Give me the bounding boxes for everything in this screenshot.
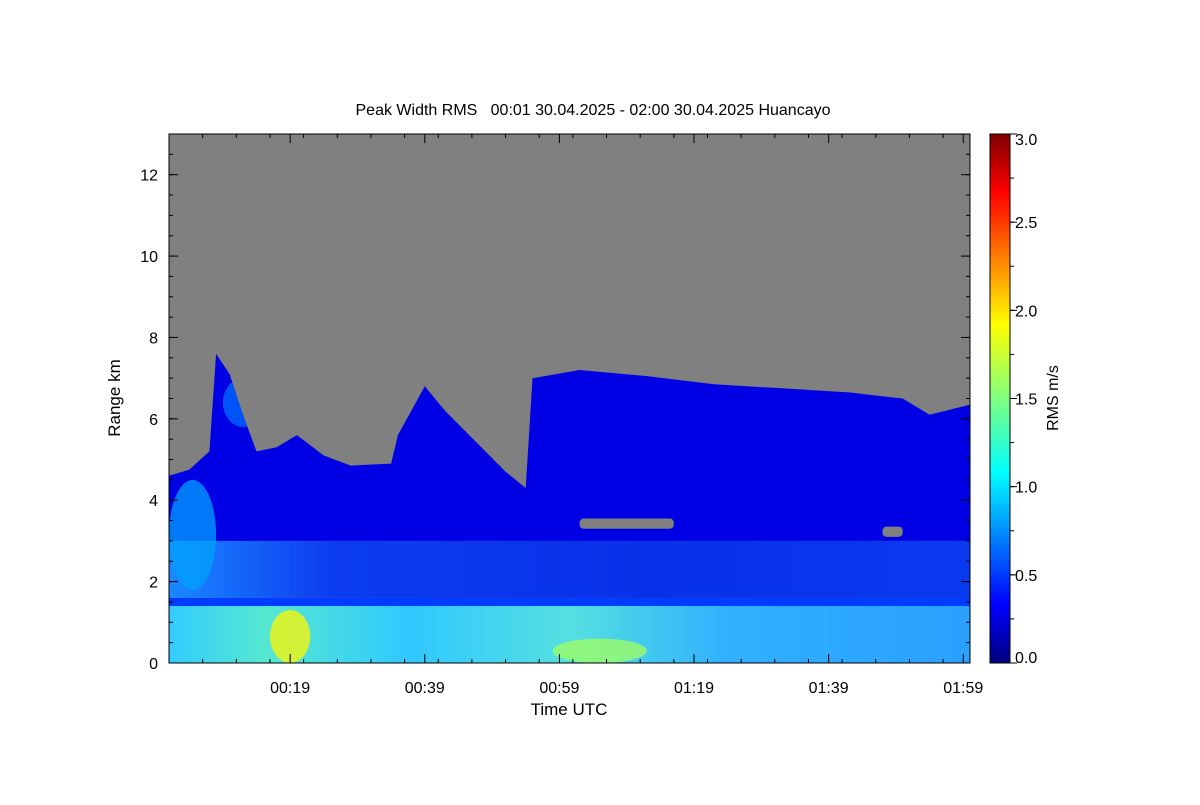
y-tick-label: 4: [149, 493, 158, 510]
y-tick-label: 6: [149, 412, 158, 429]
colorbar-tick-label: 1.5: [1015, 392, 1037, 409]
rms-layer: [169, 597, 970, 607]
x-tick-label: 00:39: [405, 680, 445, 697]
rms-hotspot: [169, 479, 217, 590]
x-tick-label: 01:39: [809, 680, 849, 697]
y-tick-label: 12: [140, 168, 158, 185]
plot-area: [169, 134, 970, 663]
colorbar-tick-label: 0.0: [1015, 650, 1037, 667]
rms-hotspot: [552, 638, 647, 663]
y-tick-label: 10: [140, 249, 158, 266]
chart-title: Peak Width RMS 00:01 30.04.2025 - 02:00 …: [356, 102, 831, 119]
echo-region: [169, 353, 970, 663]
x-axis-label: Time UTC: [531, 700, 608, 719]
colorbar-tick-label: 2.5: [1015, 215, 1037, 232]
y-tick-label: 2: [149, 575, 158, 592]
x-tick-label: 01:59: [943, 680, 983, 697]
colorbar-axis: 0.0 0.5 1.0 1.5 2.0 2.5 3.0: [1010, 132, 1037, 667]
y-axis-label: Range km: [105, 359, 124, 436]
colorbar: [989, 133, 1011, 664]
rms-hotspot: [269, 610, 311, 663]
x-tick-label: 00:19: [270, 680, 310, 697]
x-axis: 00:19 00:39 00:59 01:19 01:39 01:59: [168, 134, 983, 697]
y-tick-label: 8: [149, 330, 158, 347]
colorbar-tick-label: 0.5: [1015, 568, 1037, 585]
colorbar-tick-label: 2.0: [1015, 303, 1037, 320]
no-data-gap: [579, 518, 674, 529]
y-axis: 0 2 4 6 8 10 12: [140, 133, 970, 673]
y-tick-label: 0: [149, 656, 158, 673]
colorbar-tick-label: 1.0: [1015, 480, 1037, 497]
colorbar-tick-label: 3.0: [1015, 132, 1037, 149]
colorbar-label: RMS m/s: [1045, 365, 1062, 431]
no-data-gap: [882, 526, 903, 537]
x-tick-label: 01:19: [674, 680, 714, 697]
rms-layer: [169, 540, 970, 598]
x-tick-label: 00:59: [539, 680, 579, 697]
